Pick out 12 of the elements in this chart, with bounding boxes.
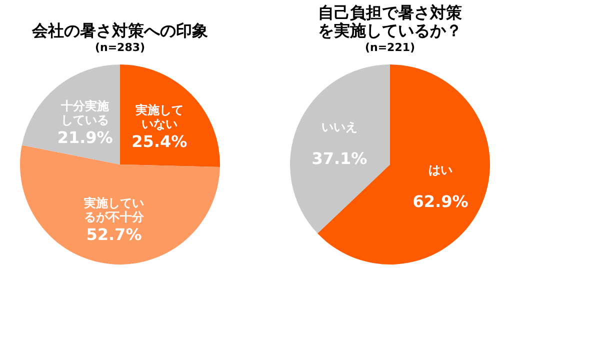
chart-subtitle: (n=283): [94, 41, 146, 54]
slice-label: 実施しているが不十分: [82, 196, 145, 224]
data-label: 52.7%: [86, 225, 142, 244]
pie-slice: [120, 64, 220, 168]
slice-label: 実施していない: [134, 103, 184, 132]
chart-title: 自己負担で暑さ対策を実施しているか？: [318, 3, 462, 40]
data-label: 62.9%: [412, 192, 468, 212]
data-label: 25.4%: [132, 132, 188, 152]
slice-label: はい: [428, 163, 453, 178]
chart-title: 会社の暑さ対策への印象: [31, 21, 208, 40]
pie-slice: [290, 64, 390, 234]
chart-subtitle: (n=221): [364, 41, 416, 54]
